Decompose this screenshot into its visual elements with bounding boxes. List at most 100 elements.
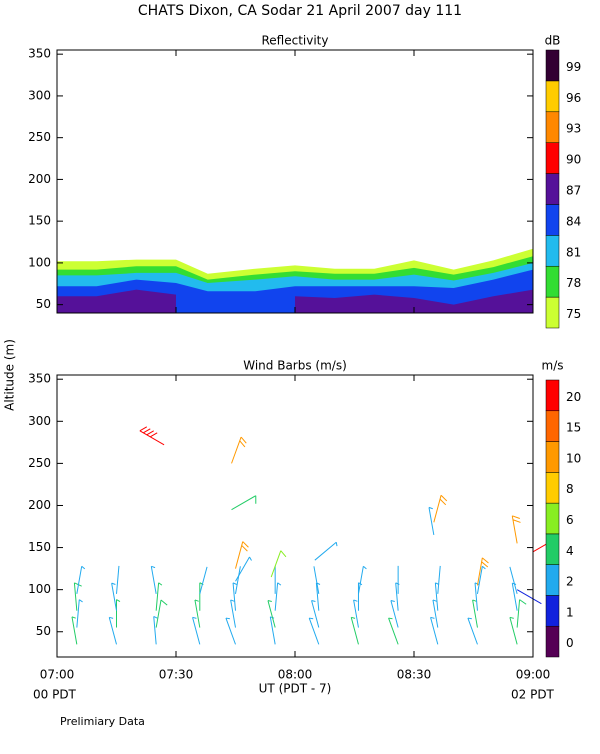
wind-barb xyxy=(235,556,252,582)
page-title: CHATS Dixon, CA Sodar 21 April 2007 day … xyxy=(138,3,462,19)
wind-barb xyxy=(192,616,201,645)
wind-barb xyxy=(225,617,236,645)
x-tick-label: 07:00 xyxy=(40,668,75,682)
y-tick-label: 200 xyxy=(28,498,51,512)
colorbar-tick-label: 0 xyxy=(566,636,574,650)
y-tick-label: 300 xyxy=(28,414,51,428)
colorbar-swatch xyxy=(545,142,560,174)
colorbar-tick-label: 96 xyxy=(566,91,581,105)
x-tick-label: 07:30 xyxy=(159,668,194,682)
wind-barb xyxy=(314,541,338,561)
colorbar-swatch xyxy=(545,265,560,298)
colorbar-tick-label: 15 xyxy=(566,421,581,435)
colorbar-tick-label: 20 xyxy=(566,390,581,404)
colorbar-tick-label: 87 xyxy=(566,184,581,198)
wind-barb xyxy=(108,616,117,645)
colorbar-swatch xyxy=(545,472,560,504)
wind-barb xyxy=(476,557,489,586)
colorbar-swatch xyxy=(545,441,560,473)
wind-barb xyxy=(388,617,399,645)
y-tick-label: 100 xyxy=(28,255,51,269)
wind-barb xyxy=(476,565,486,594)
y-tick-label: 100 xyxy=(28,582,51,596)
colorbar-label: dB xyxy=(545,34,561,48)
wind-barb xyxy=(155,582,163,611)
wind-barb xyxy=(111,582,117,611)
wind-barb xyxy=(194,599,201,628)
x-tick-label: 08:00 xyxy=(278,668,313,682)
colorbar-swatch xyxy=(545,173,560,205)
y-tick-label: 150 xyxy=(28,214,51,228)
y-tick-label: 250 xyxy=(28,130,51,144)
y-tick-label: 200 xyxy=(28,172,51,186)
wind-barb xyxy=(231,495,257,511)
wind-barb xyxy=(232,582,237,611)
colorbar-tick-label: 75 xyxy=(566,307,581,321)
colorbar-tick-label: 78 xyxy=(566,276,581,290)
colorbar-tick-label: 8 xyxy=(566,482,574,496)
wind-barb xyxy=(71,616,78,645)
wind-barb xyxy=(76,565,86,594)
wind-barb xyxy=(311,600,320,628)
colorbar-swatch xyxy=(545,625,560,658)
wind-barb xyxy=(150,565,157,594)
wind-barb xyxy=(231,436,247,464)
colorbar-tick-label: 4 xyxy=(566,544,574,558)
colorbar-swatch xyxy=(545,49,560,82)
y-axis-label: Altitude (m) xyxy=(3,339,17,411)
colorbar-swatch xyxy=(545,80,560,113)
y-tick-label: 50 xyxy=(36,297,51,311)
colorbar-tick-label: 84 xyxy=(566,214,581,228)
y-tick-label: 150 xyxy=(28,540,51,554)
colorbar-tick-label: 6 xyxy=(566,513,574,527)
wind-barb xyxy=(235,541,249,569)
y-tick-label: 300 xyxy=(28,88,51,102)
panel-title: Reflectivity xyxy=(261,34,328,48)
colorbar-tick-label: 2 xyxy=(566,575,574,589)
wind-barb xyxy=(350,616,359,645)
wind-barb xyxy=(430,616,439,645)
wind-barb xyxy=(353,599,359,628)
wind-barb xyxy=(274,582,282,611)
y-tick-label: 250 xyxy=(28,456,51,470)
wind-barb xyxy=(270,550,287,578)
wind-barb xyxy=(516,589,542,605)
colorbar-tick-label: 99 xyxy=(566,60,581,74)
wind-barb xyxy=(437,565,441,594)
wind-barb xyxy=(509,566,518,594)
wind-barb xyxy=(313,566,320,594)
wind-barb xyxy=(472,599,478,628)
y-tick-label: 50 xyxy=(36,624,51,638)
wind-barb xyxy=(199,566,208,594)
left-note: 00 PDT xyxy=(33,688,77,702)
colorbar-tick-label: 81 xyxy=(566,245,581,259)
wind-barb xyxy=(116,565,120,594)
colorbar-label: m/s xyxy=(542,359,564,373)
wind-barb xyxy=(267,600,276,628)
y-tick-label: 350 xyxy=(28,372,51,386)
wind-barb xyxy=(433,494,448,523)
colorbar-swatch xyxy=(545,502,560,535)
wind-barb xyxy=(428,506,435,536)
colorbar-tick-label: 90 xyxy=(566,153,581,167)
colorbar-swatch xyxy=(545,235,560,267)
colorbar-swatch xyxy=(545,533,560,565)
x-tick-label: 09:00 xyxy=(516,668,551,682)
wind-barb xyxy=(153,616,158,645)
footer: Prelimiary Data xyxy=(60,715,145,728)
y-tick-label: 350 xyxy=(28,47,51,61)
colorbar-swatch xyxy=(545,296,560,329)
colorbar-tick-label: 93 xyxy=(566,122,581,136)
wind-barb xyxy=(308,617,320,645)
wind-barb xyxy=(432,599,439,628)
wind-barb xyxy=(76,599,83,628)
colorbar-tick-label: 10 xyxy=(566,451,581,465)
x-axis-label: UT (PDT - 7) xyxy=(259,682,332,696)
colorbar-swatch xyxy=(545,410,560,442)
wind-barb xyxy=(235,566,241,594)
colorbar-swatch xyxy=(545,111,560,143)
wind-barb xyxy=(390,600,399,628)
colorbar-swatch xyxy=(545,204,560,236)
wind-barb xyxy=(357,565,367,594)
